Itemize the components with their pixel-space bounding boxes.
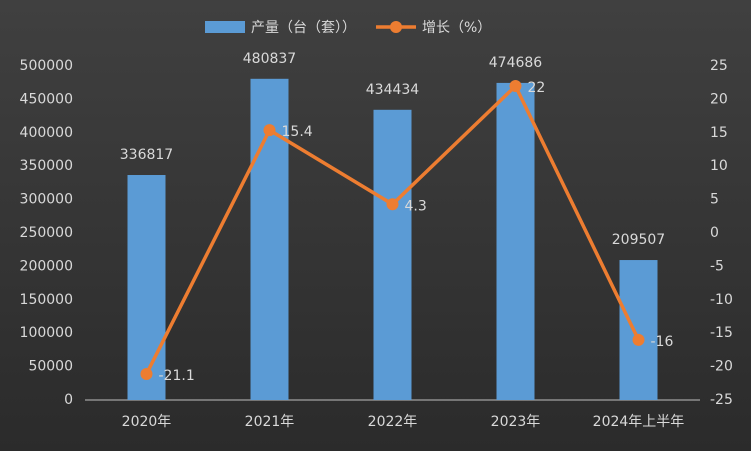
y-tick-label: 450000	[20, 91, 73, 107]
line-point	[509, 80, 522, 93]
y2-tick-label: 0	[710, 225, 719, 241]
line-point	[632, 333, 645, 346]
line-point	[386, 198, 399, 211]
y-tick-label: 100000	[20, 325, 73, 341]
y2-tick-label: 15	[710, 125, 728, 141]
x-tick-label: 2020年	[122, 414, 172, 430]
line-point	[263, 124, 276, 137]
y2-tick-label: 20	[710, 91, 728, 107]
line-value-label: -16	[651, 334, 674, 350]
legend-swatch	[390, 21, 402, 33]
line-value-label: 4.3	[405, 198, 427, 214]
y2-tick-label: -5	[710, 258, 724, 274]
y2-tick-label: 10	[710, 158, 728, 174]
y-tick-label: 400000	[20, 125, 73, 141]
x-tick-label: 2021年	[245, 414, 295, 430]
y-tick-label: 250000	[20, 225, 73, 241]
x-tick-label: 2022年	[368, 414, 418, 430]
bar-value-label: 209507	[612, 232, 665, 248]
y-tick-label: 150000	[20, 292, 73, 308]
line-value-label: -21.1	[159, 368, 195, 384]
y2-tick-label: 25	[710, 58, 728, 74]
x-tick-label: 2024年上半年	[593, 414, 685, 430]
y2-tick-label: -15	[710, 325, 733, 341]
bar	[496, 82, 535, 400]
bar	[127, 175, 166, 400]
y-tick-label: 200000	[20, 258, 73, 274]
bar-value-label: 336817	[120, 147, 173, 163]
line-value-label: 15.4	[282, 124, 313, 140]
legend-swatch	[205, 21, 245, 33]
y-tick-label: 300000	[20, 192, 73, 208]
y2-tick-label: 5	[710, 192, 719, 208]
y-tick-label: 500000	[20, 58, 73, 74]
y2-tick-label: -25	[710, 392, 733, 408]
bar	[373, 109, 412, 400]
bar	[619, 260, 658, 400]
y2-tick-label: -10	[710, 292, 733, 308]
line-value-label: 22	[528, 80, 546, 96]
legend-label: 增长（%）	[422, 20, 491, 36]
y-tick-label: 350000	[20, 158, 73, 174]
legend-label: 产量（台（套））	[251, 20, 356, 36]
bar-value-label: 434434	[366, 82, 420, 98]
bar-value-label: 474686	[489, 55, 543, 71]
x-tick-label: 2023年	[491, 414, 541, 430]
line-point	[140, 367, 153, 380]
bar-value-label: 480837	[243, 51, 296, 67]
y-tick-label: 50000	[28, 359, 73, 375]
y-tick-label: 0	[64, 392, 73, 408]
y2-tick-label: -20	[710, 359, 733, 375]
